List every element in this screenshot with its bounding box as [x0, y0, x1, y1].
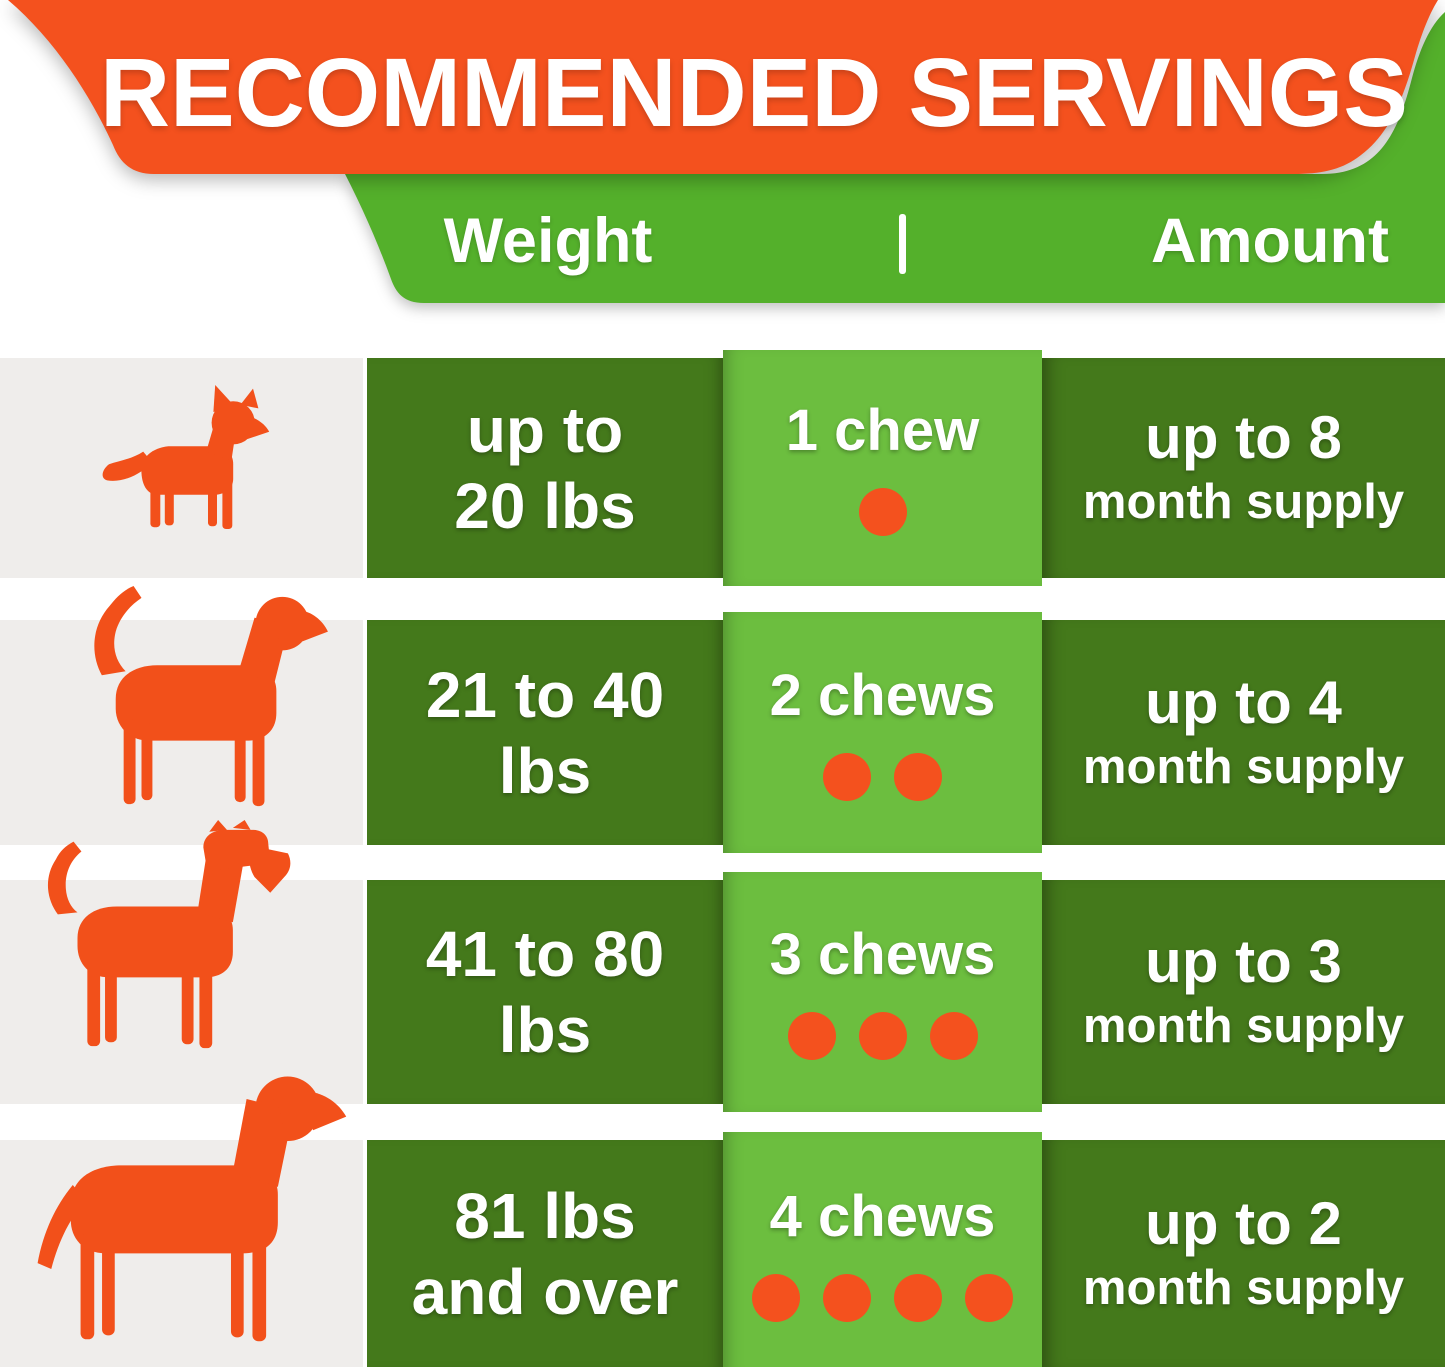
chews-label: 4 chews [769, 1183, 996, 1249]
chew-dot [929, 1012, 978, 1060]
column-header-weight: Weight [443, 206, 653, 276]
chew-dot [787, 1012, 836, 1060]
chew-dot [894, 752, 942, 801]
table-row: 81 lbs and over 4 chews up to 2 month su… [0, 1132, 1445, 1367]
amount-text-line1: up to 3 [1145, 928, 1342, 995]
labrador-dog-icon [37, 1076, 347, 1342]
weight-text-line2: and over [411, 1255, 679, 1328]
weight-cell: 21 to 40 lbs [367, 620, 723, 845]
column-header-amount: Amount [1151, 206, 1389, 276]
chew-dots [752, 1273, 1013, 1322]
weight-text-line1: up to [466, 394, 624, 466]
amount-text-line2: month supply [1082, 1260, 1405, 1315]
weight-text-line2: 20 lbs [454, 470, 636, 542]
page-title: RECOMMENDED SERVINGS [100, 38, 1408, 147]
chihuahua-dog-icon [102, 385, 270, 529]
beagle-dog-icon [94, 585, 328, 807]
weight-cell: 41 to 80 lbs [367, 880, 723, 1104]
chews-cell: 1 chew [723, 350, 1042, 586]
chew-dot [752, 1273, 800, 1322]
green-subheader-ribbon [345, 12, 1445, 303]
weight-text-line1: 21 to 40 [425, 658, 665, 731]
amount-text-line2: month supply [1082, 999, 1405, 1053]
weight-cell: 81 lbs and over [367, 1140, 723, 1367]
amount-cell: up to 8 month supply [1042, 358, 1445, 578]
chew-dot [894, 1273, 942, 1322]
chew-dot [858, 1012, 907, 1060]
amount-text-line2: month supply [1082, 475, 1405, 529]
amount-cell: up to 2 month supply [1042, 1140, 1445, 1367]
chew-dots [858, 488, 907, 536]
weight-text-line1: 81 lbs [454, 1179, 636, 1252]
table-row: up to 20 lbs 1 chew up to 8 month supply [0, 350, 1445, 586]
chews-cell: 4 chews [723, 1132, 1042, 1367]
amount-text-line1: up to 4 [1145, 668, 1342, 736]
weight-cell: up to 20 lbs [367, 358, 723, 578]
chew-dots [787, 1012, 978, 1060]
column-divider-bar [899, 214, 906, 274]
chews-label: 1 chew [785, 398, 980, 463]
chews-cell: 2 chews [723, 612, 1042, 853]
amount-text-line1: up to 2 [1145, 1189, 1342, 1257]
weight-text-line2: lbs [498, 734, 592, 807]
terrier-dog-icon [47, 820, 291, 1049]
amount-text-line2: month supply [1082, 739, 1405, 794]
table-row: 41 to 80 lbs 3 chews up to 3 month suppl… [0, 872, 1445, 1112]
amount-cell: up to 3 month supply [1042, 880, 1445, 1104]
amount-cell: up to 4 month supply [1042, 620, 1445, 845]
chew-dot [965, 1273, 1013, 1322]
amount-text-line1: up to 8 [1145, 404, 1342, 471]
chew-dot [823, 1273, 871, 1322]
chew-dot [823, 752, 871, 801]
chew-dots [823, 752, 942, 801]
chews-label: 2 chews [769, 662, 996, 728]
header-ribbons [8, 0, 1445, 303]
weight-text-line1: 41 to 80 [425, 918, 665, 990]
table-row: 21 to 40 lbs 2 chews up to 4 month suppl… [0, 612, 1445, 853]
chews-label: 3 chews [769, 922, 996, 987]
orange-title-banner [8, 0, 1438, 174]
weight-text-line2: lbs [498, 994, 592, 1066]
chew-dot [858, 488, 907, 536]
chews-cell: 3 chews [723, 872, 1042, 1112]
